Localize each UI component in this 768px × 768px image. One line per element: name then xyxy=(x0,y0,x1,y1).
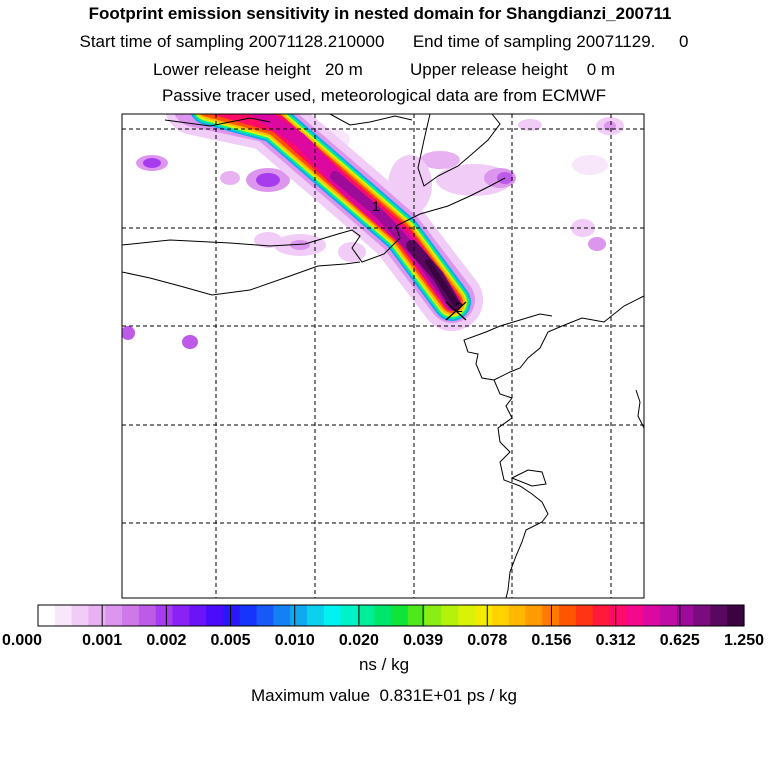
max-label: Maximum value xyxy=(250,686,371,705)
colorbar-swatch xyxy=(374,605,392,626)
colorbar-tick-label: 0.010 xyxy=(275,632,315,649)
upper-value: 0 m xyxy=(586,60,616,79)
colorbar-swatch xyxy=(206,605,224,626)
plume xyxy=(165,114,483,331)
colorbar-dividers xyxy=(101,605,681,626)
colorbar-tick-label: 1.250 xyxy=(724,632,764,649)
colorbar-swatch xyxy=(643,605,661,626)
colorbar-swatch xyxy=(340,605,358,626)
upper-label: Upper release height xyxy=(409,60,568,79)
colorbar-swatch xyxy=(441,605,459,626)
lower-value: 20 m xyxy=(324,60,363,79)
colorbar-tick-label: 0.312 xyxy=(596,632,636,649)
release-height-line: Lower release height 20 m Upper release … xyxy=(0,60,768,80)
colorbar-tick-label: 0.020 xyxy=(339,632,379,649)
lower-label: Lower release height xyxy=(152,60,311,79)
colorbar-swatch xyxy=(323,605,342,626)
colorbar-swatch xyxy=(172,605,190,626)
colorbar-swatch xyxy=(88,605,106,626)
colorbar-swatch xyxy=(239,605,258,626)
colorbar-swatch xyxy=(508,605,527,626)
colorbar-swatch xyxy=(659,605,678,626)
colorbar-tick-label: 0.002 xyxy=(146,632,186,649)
start-label: Start time of sampling xyxy=(79,32,244,51)
colorbar-frame xyxy=(37,604,745,627)
footprint-map: 1 2 xyxy=(121,113,645,599)
colorbar-swatch xyxy=(693,605,711,626)
colorbar-tick-label: 0.078 xyxy=(467,632,507,649)
colorbar-swatch xyxy=(38,605,56,626)
colorbar-swatch xyxy=(710,605,728,626)
end-suffix: 0 xyxy=(679,32,689,51)
colorbar-tick-labels: 0.000 0.001 0.002 0.005 0.010 0.020 0.039 0.078… xyxy=(2,632,764,649)
colorbar-tick-label: 0.156 xyxy=(531,632,571,649)
sampling-time-line: Start time of sampling 20071128.210000 E… xyxy=(0,32,768,52)
colorbar-swatch xyxy=(491,605,510,626)
colorbar-swatch xyxy=(256,605,274,626)
plot-title: Footprint emission sensitivity in nested… xyxy=(88,4,672,23)
colorbar-swatch xyxy=(727,605,745,626)
colorbar-tick-label: 0.001 xyxy=(82,632,122,649)
colorbar-tick-label: 0.000 xyxy=(2,632,42,649)
maximum-value: Maximum value 0.831E+01 ps / kg xyxy=(0,686,768,706)
sensitivity-field xyxy=(122,114,624,349)
end-value: 20071129. xyxy=(576,32,656,51)
coastlines xyxy=(121,113,645,599)
colorbar-swatches xyxy=(38,605,745,626)
start-value: 20071128.210000 xyxy=(248,32,385,51)
colorbar-swatch xyxy=(559,605,577,626)
colorbar-swatch xyxy=(54,605,73,626)
colorbar-swatch xyxy=(222,605,241,626)
colorbar-swatch xyxy=(71,605,90,626)
colorbar-swatch xyxy=(290,605,308,626)
colorbar-swatch xyxy=(138,605,157,626)
colorbar-swatch xyxy=(424,605,443,626)
colorbar-swatch xyxy=(676,605,695,626)
graticule xyxy=(122,114,644,598)
colorbar-swatch xyxy=(189,605,207,626)
map-frame xyxy=(121,113,645,599)
colorbar-swatch xyxy=(306,605,325,626)
colorbar-swatch xyxy=(155,605,174,626)
colorbar-swatch xyxy=(458,605,476,626)
colorbar-swatch xyxy=(626,605,644,626)
colorbar-tick-label: 0.005 xyxy=(211,632,251,649)
colorbar-swatch xyxy=(357,605,375,626)
colorbar-swatch xyxy=(525,605,543,626)
tracer-note: Passive tracer used, meteorological data… xyxy=(161,86,607,105)
colorbar-tick-label: 0.039 xyxy=(403,632,443,649)
colorbar-swatch xyxy=(407,605,426,626)
colorbar-swatch xyxy=(592,605,611,626)
colorbar-tick-label: 0.625 xyxy=(660,632,700,649)
colorbar-units: ns / kg xyxy=(358,655,410,674)
colorbar-swatch xyxy=(609,605,627,626)
colorbar: 0.000 0.001 0.002 0.005 0.010 0.020 0.039 0.078… xyxy=(2,604,764,649)
max-value: 0.831E+01 ps / kg xyxy=(379,686,518,705)
colorbar-swatch xyxy=(122,605,140,626)
colorbar-swatch xyxy=(105,605,123,626)
marker-label-2: 2 xyxy=(455,299,463,315)
receptor-marker xyxy=(445,301,467,321)
colorbar-swatch xyxy=(391,605,409,626)
colorbar-swatch xyxy=(575,605,594,626)
marker-label-1: 1 xyxy=(372,198,380,214)
colorbar-swatch xyxy=(475,605,493,626)
colorbar-swatch xyxy=(273,605,291,626)
end-label: End time of sampling xyxy=(412,32,572,51)
